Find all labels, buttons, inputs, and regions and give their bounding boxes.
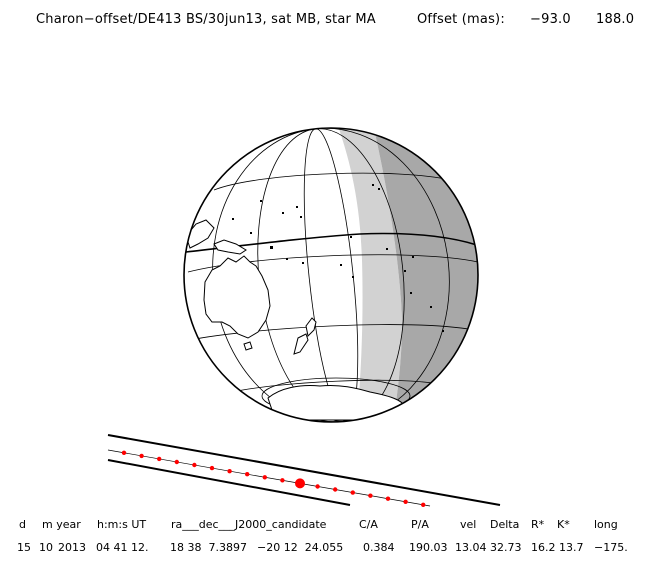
new-zealand-south-outline [293, 333, 309, 355]
col-header-kstar: K* [557, 518, 570, 531]
value-month: 10 [39, 541, 53, 554]
plot-title: Charon−offset/DE413 BS/30jun13, sat MB, … [36, 12, 634, 87]
track-time-marker [139, 453, 144, 459]
continents [185, 219, 405, 421]
track-time-marker [174, 459, 179, 465]
occultation-track [107, 434, 501, 507]
col-header-long: long [594, 518, 618, 531]
value-ra: 18 38 7.3897 [170, 541, 247, 554]
value-ca: 0.384 [363, 541, 395, 554]
value-kstar: 13.7 [559, 541, 584, 554]
track-time-marker [209, 465, 215, 471]
col-header-rstar: R* [531, 518, 545, 531]
track-center-line [107, 449, 431, 507]
track-time-marker [333, 487, 338, 492]
track-time-marker [403, 499, 408, 504]
value-dec: −20 12 24.055 [257, 541, 344, 554]
islands [232, 184, 444, 332]
parallel-line [213, 172, 451, 191]
col-header-vel: vel [460, 518, 477, 531]
twilight-band [336, 128, 402, 422]
title-text: Charon−offset/DE413 BS/30jun13, sat MB, … [36, 12, 376, 27]
col-header-pa: P/A [411, 518, 429, 531]
value-day: 15 [17, 541, 31, 554]
track-time-marker [121, 450, 127, 455]
parallel-line [189, 324, 475, 341]
parallel-line [231, 379, 441, 393]
new-zealand-north-outline [305, 317, 317, 338]
track-dots [121, 450, 426, 507]
track-time-marker [157, 456, 162, 462]
globe-outline [183, 127, 479, 423]
track-time-marker [280, 478, 285, 483]
col-header-ca: C/A [359, 518, 378, 531]
australia-outline [203, 255, 271, 339]
track-time-marker [227, 469, 232, 474]
col-header-delta: Delta [490, 518, 520, 531]
track-time-marker [350, 490, 355, 495]
col-header-time: h:m:s UT [97, 518, 147, 531]
track-limit-south [107, 459, 351, 506]
value-time: 04 41 12. [96, 541, 149, 554]
track-time-marker [315, 484, 320, 489]
offset-label: Offset (mas): [417, 12, 505, 27]
value-vel: 13.04 [455, 541, 487, 554]
track-time-marker [262, 475, 267, 480]
track-time-marker [385, 496, 391, 501]
closest-approach-marker [295, 478, 305, 489]
col-header-month-year: m year [42, 518, 81, 531]
value-long: −175. [594, 541, 628, 554]
offset-y-value: 188.0 [596, 12, 635, 27]
offset-x-value: −93.0 [530, 12, 571, 27]
value-delta: 32.73 [490, 541, 522, 554]
tasmania-outline [243, 341, 253, 351]
track-time-marker [421, 502, 426, 507]
new-guinea-outline [213, 239, 247, 255]
value-pa: 190.03 [409, 541, 448, 554]
track-limit-north [107, 434, 501, 506]
asia-coast-outline [185, 219, 215, 249]
col-header-ra-dec: ra___dec___J2000_candidate [171, 518, 327, 531]
value-year: 2013 [58, 541, 86, 554]
parallel-line [187, 254, 478, 273]
col-header-day: d [19, 518, 26, 531]
shadow-bands [336, 128, 478, 422]
value-rstar: 16.2 [531, 541, 556, 554]
track-time-marker [368, 493, 373, 498]
track-time-marker [192, 462, 197, 468]
track-time-marker [245, 472, 250, 477]
